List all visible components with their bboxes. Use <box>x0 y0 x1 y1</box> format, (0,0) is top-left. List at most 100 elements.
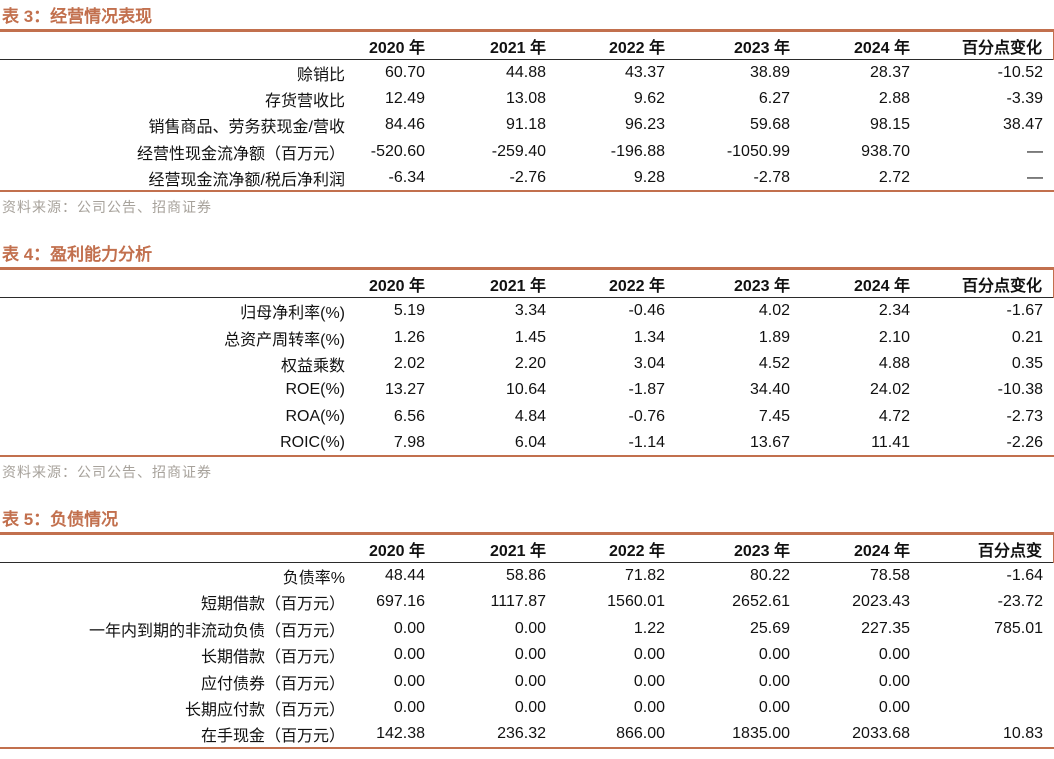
column-header: 2022 年 <box>546 532 665 564</box>
column-header: 2022 年 <box>546 267 665 299</box>
cell-value: 4.84 <box>514 407 546 425</box>
column-header: 百分点变化 <box>910 29 1054 60</box>
row-label: 短期借款（百万元） <box>200 596 345 614</box>
cell-value: 10.64 <box>505 381 546 399</box>
table-row: 归母净利率(%) 5.19 3.34 -0.46 4.02 2.34 -1.67 <box>0 298 1054 324</box>
cell-value: 0.21 <box>1011 328 1043 346</box>
cell-value: 0.00 <box>878 698 910 716</box>
column-header <box>0 267 347 299</box>
debt-table: 2020 年 2021 年 2022 年 2023 年 2024 年百分点变 负债率% 4… <box>0 532 1054 749</box>
cell-value: 71.82 <box>624 567 665 585</box>
cell-value: 3.34 <box>514 302 546 320</box>
column-header: 2024 年 <box>790 532 910 564</box>
cell-value: 0.00 <box>633 672 665 690</box>
cell-value: 697.16 <box>376 593 425 611</box>
table-row: 长期借款（百万元） 0.00 0.00 0.00 0.00 0.00 <box>0 642 1054 668</box>
cell-value: -3.39 <box>1006 90 1043 108</box>
row-label: 赊销比 <box>296 66 345 84</box>
column-header <box>0 29 347 60</box>
cell-value: 0.00 <box>514 619 546 637</box>
table-row: 总资产周转率(%) 1.26 1.45 1.34 1.89 2.10 0.21 <box>0 324 1054 350</box>
cell-value: 6.04 <box>514 433 546 451</box>
cell-value: 96.23 <box>624 116 665 134</box>
cell-value: 0.00 <box>758 698 790 716</box>
cell-value: -6.34 <box>388 168 425 186</box>
operating-performance-table: 2020 年 2021 年 2022 年 2023 年 2024 年百分点变化 赊销比 6… <box>0 29 1054 193</box>
cell-value: -2.26 <box>1006 433 1043 451</box>
cell-value: 80.22 <box>749 567 790 585</box>
cell-value: 43.37 <box>624 63 665 81</box>
table-row: 短期借款（百万元） 697.16 1117.87 1560.01 2652.61 2023… <box>0 589 1054 615</box>
cell-value: -2.78 <box>753 168 790 186</box>
cell-value: 13.67 <box>749 433 790 451</box>
row-label: 一年内到期的非流动负债（百万元） <box>88 622 345 640</box>
column-header: 2020 年 <box>347 532 425 564</box>
column-header <box>0 532 347 564</box>
cell-value: -1.67 <box>1006 302 1043 320</box>
cell-value: 1.45 <box>514 328 546 346</box>
cell-value: 60.70 <box>384 63 425 81</box>
header-row: 2020 年 2021 年 2022 年 2023 年 2024 年百分点变化 <box>0 267 1054 299</box>
table-row: 经营现金流净额/税后净利润 -6.34 -2.76 9.28 -2.78 2.72 — <box>0 165 1054 191</box>
row-label: 长期借款（百万元） <box>200 649 345 667</box>
cell-value <box>910 642 1054 668</box>
cell-value: 12.49 <box>384 90 425 108</box>
table-row: 赊销比 60.70 44.88 43.37 38.89 28.37 -10.52 <box>0 60 1054 86</box>
cell-value: 2023.43 <box>852 593 910 611</box>
column-header: 2020 年 <box>347 267 425 299</box>
cell-value: -1.14 <box>628 433 665 451</box>
cell-value: -520.60 <box>370 142 425 160</box>
cell-value: -10.38 <box>997 381 1043 399</box>
column-header: 2022 年 <box>546 29 665 60</box>
cell-value: 2.20 <box>514 354 546 372</box>
cell-value: 2.34 <box>878 302 910 320</box>
cell-value: -23.72 <box>997 593 1043 611</box>
cell-value: 4.02 <box>758 302 790 320</box>
cell-value: -2.76 <box>509 168 546 186</box>
row-label: 负债率% <box>282 570 345 588</box>
cell-value: 236.32 <box>497 724 546 742</box>
column-header: 2024 年 <box>790 267 910 299</box>
column-header: 2023 年 <box>665 29 790 60</box>
cell-value: 0.00 <box>514 646 546 664</box>
table-row: ROIC(%) 7.98 6.04 -1.14 13.67 11.41 -2.26 <box>0 430 1054 456</box>
cell-value: -1.64 <box>1006 567 1043 585</box>
cell-value: 9.28 <box>633 168 665 186</box>
cell-value: 5.19 <box>393 302 425 320</box>
row-label: 经营现金流净额/税后净利润 <box>148 171 345 189</box>
cell-value: 13.08 <box>505 90 546 108</box>
cell-value: -2.73 <box>1006 407 1043 425</box>
cell-value: 44.88 <box>505 63 546 81</box>
cell-value: 0.00 <box>878 646 910 664</box>
cell-value: 0.00 <box>514 698 546 716</box>
row-label: ROIC(%) <box>280 433 345 451</box>
cell-value: 938.70 <box>861 142 910 160</box>
cell-value: 0.00 <box>878 672 910 690</box>
column-header: 2023 年 <box>665 267 790 299</box>
table-row: 权益乘数 2.02 2.20 3.04 4.52 4.88 0.35 <box>0 351 1054 377</box>
column-header: 百分点变化 <box>910 267 1054 299</box>
cell-value: 0.00 <box>393 619 425 637</box>
cell-value: 9.62 <box>633 90 665 108</box>
cell-value: 0.00 <box>758 646 790 664</box>
column-header: 2021 年 <box>425 29 546 60</box>
cell-value: 4.72 <box>878 407 910 425</box>
table-5-title: 表 5：负债情况 <box>2 510 119 530</box>
row-label: ROE(%) <box>285 381 345 399</box>
cell-value: 2.72 <box>878 168 910 186</box>
cell-value: 0.00 <box>393 672 425 690</box>
header-row: 2020 年 2021 年 2022 年 2023 年 2024 年百分点变化 <box>0 29 1054 60</box>
header-row: 2020 年 2021 年 2022 年 2023 年 2024 年百分点变 <box>0 532 1054 564</box>
cell-value: 58.86 <box>505 567 546 585</box>
cell-value: 98.15 <box>869 116 910 134</box>
cell-value: 0.00 <box>633 646 665 664</box>
cell-value: 142.38 <box>376 724 425 742</box>
cell-value: 28.37 <box>869 63 910 81</box>
table-3-section: 表 3：经营情况表现 2020 年 2021 年 2022 年 2023 年 2024 … <box>0 5 1054 216</box>
cell-value: 84.46 <box>384 116 425 134</box>
cell-value: 1835.00 <box>732 724 790 742</box>
row-label: 在手现金（百万元） <box>200 727 345 745</box>
cell-value: 59.68 <box>749 116 790 134</box>
table-row: 应付债券（百万元） 0.00 0.00 0.00 0.00 0.00 <box>0 668 1054 694</box>
